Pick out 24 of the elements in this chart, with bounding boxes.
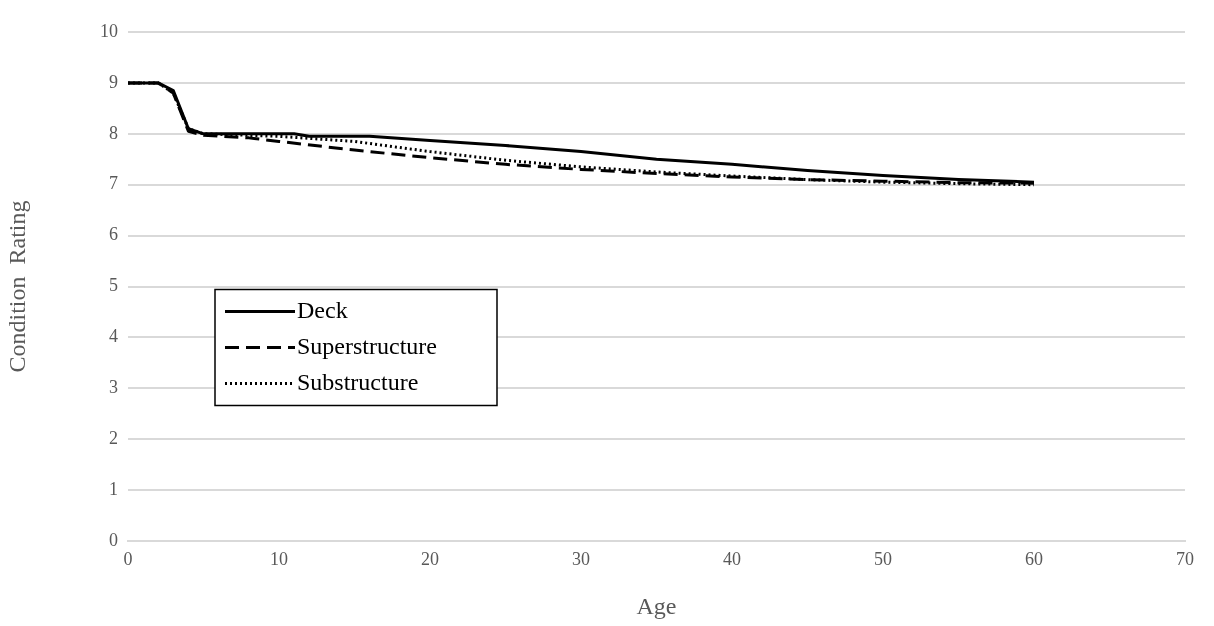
y-tick-label: 8 (109, 122, 118, 143)
legend-label: Substructure (297, 368, 419, 395)
y-tick-label: 0 (109, 529, 118, 550)
y-tick-label: 10 (100, 20, 118, 41)
legend-label: Superstructure (297, 332, 437, 359)
x-tick-label: 70 (1176, 548, 1194, 569)
y-tick-label: 4 (109, 326, 118, 347)
y-tick-label: 7 (109, 173, 118, 194)
y-tick-label: 2 (109, 427, 118, 448)
x-tick-label: 30 (572, 548, 590, 569)
y-tick-label: 3 (109, 377, 118, 398)
x-tick-label: 10 (270, 548, 288, 569)
y-tick-label: 5 (109, 275, 118, 296)
x-tick-label: 0 (123, 548, 133, 569)
x-tick-label: 60 (1025, 548, 1043, 569)
y-tick-label: 6 (109, 224, 118, 245)
x-tick-label: 20 (421, 548, 439, 569)
x-tick-label: 40 (723, 548, 741, 569)
y-axis-title: Condition Rating (3, 200, 30, 373)
y-tick-label: 1 (109, 478, 118, 499)
legend-label: Deck (297, 296, 348, 323)
x-tick-label: 50 (874, 548, 892, 569)
y-tick-label: 9 (109, 71, 118, 92)
x-axis-title: Age (636, 592, 677, 619)
